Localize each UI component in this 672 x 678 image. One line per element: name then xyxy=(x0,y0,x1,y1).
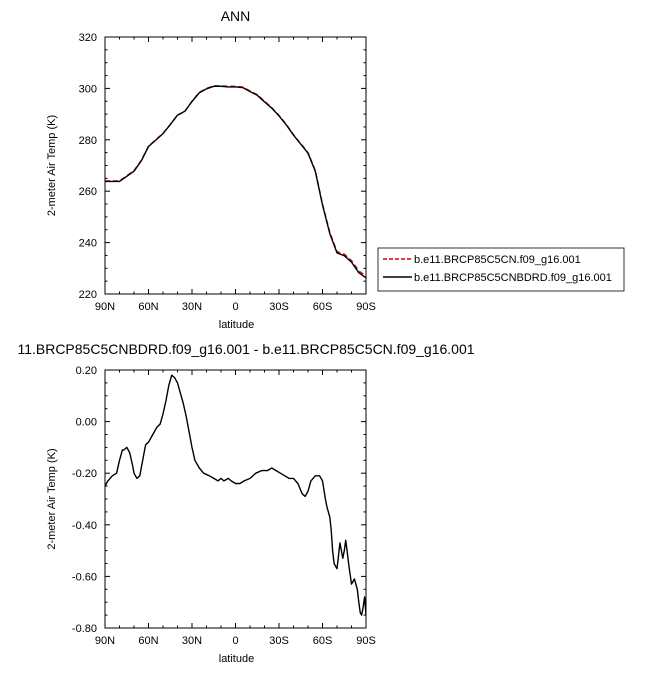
legend-box xyxy=(377,247,625,292)
x-tick-label: 90N xyxy=(95,301,115,313)
x-axis-title: latitude xyxy=(219,653,254,665)
panel-title: 11.BRCP85C5CNBDRD.f09_g16.001 - b.e11.BR… xyxy=(17,341,474,357)
x-tick-label: 90S xyxy=(356,635,376,647)
y-tick-label: 220 xyxy=(79,289,97,301)
x-tick-label: 0 xyxy=(232,301,238,313)
y-tick-label: 240 xyxy=(79,238,97,250)
y-tick-label: -0.20 xyxy=(72,468,97,480)
plot-frame xyxy=(104,369,367,629)
x-tick-label: 30S xyxy=(269,301,289,313)
plot-area xyxy=(105,374,366,616)
x-tick-label: 90N xyxy=(95,635,115,647)
y-tick-label: 320 xyxy=(79,32,97,44)
x-tick-label: 60S xyxy=(313,635,333,647)
x-tick-label: 0 xyxy=(232,635,238,647)
panel-2: 11.BRCP85C5CNBDRD.f09_g16.001 - b.e11.BR… xyxy=(17,341,474,665)
panel-title: ANN xyxy=(221,8,251,24)
y-axis-title: 2-meter Air Temp (K) xyxy=(46,115,58,216)
legend-label-2: b.e11.BRCP85C5CNBDRD.f09_g16.001 xyxy=(414,272,612,284)
y-tick-label: 0.00 xyxy=(76,417,97,429)
series-line-1 xyxy=(105,85,366,277)
x-tick-label: 60S xyxy=(313,301,333,313)
plot-frame xyxy=(104,36,367,295)
y-tick-label: -0.80 xyxy=(72,623,97,635)
x-tick-label: 30S xyxy=(269,635,289,647)
x-tick-label: 90S xyxy=(356,301,376,313)
y-tick-label: 280 xyxy=(79,135,97,147)
y-axis-title: 2-meter Air Temp (K) xyxy=(46,448,58,549)
series-line-1 xyxy=(105,374,366,616)
y-tick-label: 260 xyxy=(79,186,97,198)
y-tick-label: 0.20 xyxy=(76,365,97,377)
legend-label-1: b.e11.BRCP85C5CN.f09_g16.001 xyxy=(414,254,581,266)
y-tick-label: 300 xyxy=(79,83,97,95)
y-tick-label: -0.40 xyxy=(72,520,97,532)
x-tick-label: 60N xyxy=(138,301,158,313)
x-tick-label: 30N xyxy=(182,635,202,647)
series-line-2 xyxy=(105,85,366,279)
legend: b.e11.BRCP85C5CN.f09_g16.001 b.e11.BRCP85… xyxy=(377,247,625,292)
x-tick-label: 30N xyxy=(182,301,202,313)
y-tick-label: -0.60 xyxy=(72,571,97,583)
x-axis-title: latitude xyxy=(219,319,254,331)
panel-1: ANN 90N 60N 30N 0 30S 60S 90S 220 240 260 280 300 320… xyxy=(46,8,625,331)
x-tick-label: 60N xyxy=(138,635,158,647)
plot-area xyxy=(105,85,366,279)
